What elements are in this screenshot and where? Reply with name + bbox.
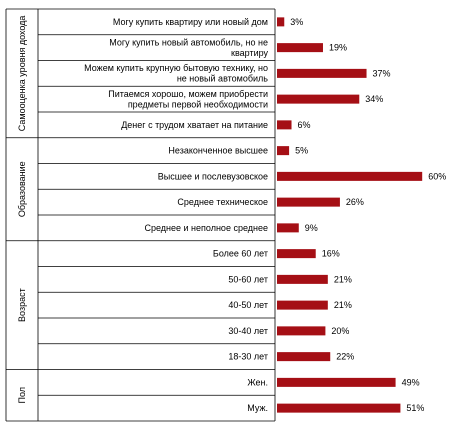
bar [277,249,316,259]
category-label-line: Жен. [247,377,268,387]
group-label: Пол [17,387,27,404]
category-label: Высшее и послевузовское [158,171,268,181]
value-label: 3% [290,17,303,27]
category-label: Могу купить квартиру или новый дом [113,17,268,27]
category-label: Денег с трудом хватает на питание [121,120,268,130]
category-label: Могу купить новый автомобиль, но не кварт… [109,37,268,58]
bar [277,403,401,413]
group-label: Самооценка уровня дохода [17,16,27,132]
value-label: 49% [402,377,420,387]
category-label-line: Могу купить квартиру или новый дом [113,17,268,27]
category-label-line: Незаконченное высшее [168,146,268,156]
bar [277,146,290,156]
category-label-line: Денег с трудом хватает на питание [121,120,268,130]
group-label-line: Пол [17,387,27,404]
category-label: Питаемся хорошо, можем приобрести предмет… [108,89,268,110]
category-label: 30-40 лет [228,326,268,336]
value-label: 6% [298,120,311,130]
value-label: 26% [346,197,364,207]
value-label: 21% [334,300,352,310]
category-label-line: предметы первой необходимости [128,99,268,109]
bar [277,120,292,130]
category-label-line: Питаемся хорошо, можем приобрести [108,89,268,99]
category-label-line: 50-60 лет [228,274,268,284]
category-label-line: Можем купить крупную бытовую технику, но [84,63,268,73]
category-label: Можем купить крупную бытовую технику, но… [84,63,268,84]
category-label-line: 30-40 лет [228,326,268,336]
group-label: Возраст [17,288,27,322]
category-label: Незаконченное высшее [168,146,268,156]
category-label-line: Муж. [247,403,268,413]
group-label-line: Самооценка уровня дохода [17,16,27,132]
bar [277,43,323,53]
category-label-line: 40-50 лет [228,300,268,310]
bar [277,326,326,336]
value-label: 19% [329,43,347,53]
value-label: 22% [336,352,354,362]
value-label: 37% [373,68,391,78]
category-label-line: Могу купить новый автомобиль, но не [109,37,268,47]
value-label: 34% [365,94,383,104]
bar [277,377,396,387]
category-label: 18-30 лет [228,352,268,362]
value-label: 16% [322,249,340,259]
bar [277,17,285,27]
category-label: 50-60 лет [228,274,268,284]
bar [277,197,340,207]
value-label: 21% [334,274,352,284]
category-label-line: Среднее техническое [177,197,268,207]
bar [277,223,299,233]
category-label: Муж. [247,403,268,413]
value-label: 9% [305,223,318,233]
category-label-line: Высшее и послевузовское [158,171,268,181]
group-label: Образование [17,161,27,217]
value-label: 20% [331,326,349,336]
category-label-line: 18-30 лет [228,352,268,362]
group-label-line: Возраст [17,288,27,322]
category-label: Среднее техническое [177,197,268,207]
category-label-line: Более 60 лет [213,249,268,259]
bar [277,171,423,181]
category-label-line: квартиру [231,48,268,58]
category-label-line: не новый автомобиль [177,74,268,84]
bar [277,300,328,310]
bar [277,274,328,284]
category-label: Среднее и неполное среднее [144,223,268,233]
category-label: 40-50 лет [228,300,268,310]
bar [277,352,331,362]
value-label: 51% [406,403,424,413]
bar [277,94,360,104]
group-label-line: Образование [17,161,27,217]
category-label: Более 60 лет [213,249,268,259]
bar [277,68,367,78]
value-label: 5% [295,146,308,156]
value-label: 60% [428,171,446,181]
category-label: Жен. [247,377,268,387]
category-label-line: Среднее и неполное среднее [144,223,268,233]
